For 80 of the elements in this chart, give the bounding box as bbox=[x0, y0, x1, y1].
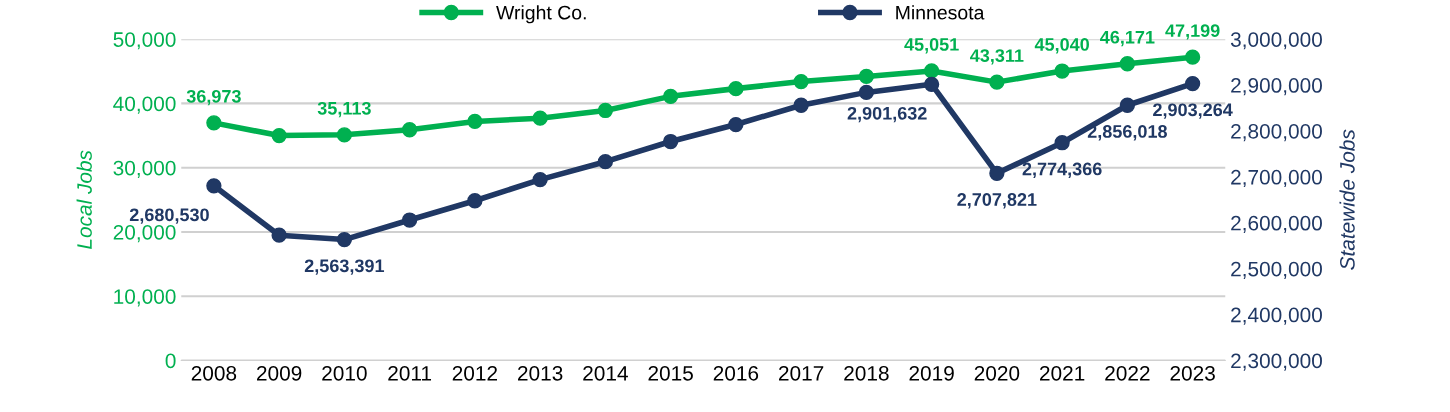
data-label: 2,680,530 bbox=[129, 208, 209, 224]
data-label: 35,113 bbox=[317, 101, 371, 118]
point bbox=[597, 102, 614, 119]
point bbox=[728, 116, 744, 133]
point bbox=[206, 115, 222, 131]
x-tick-label: 2022 bbox=[1105, 365, 1150, 381]
point bbox=[1184, 75, 1201, 92]
point bbox=[1184, 49, 1201, 65]
y2-axis-title: Statewide Jobs bbox=[1339, 129, 1355, 270]
data-label: 2,856,018 bbox=[1087, 125, 1167, 141]
x-tick-label: 2016 bbox=[713, 365, 759, 381]
point bbox=[271, 127, 287, 144]
x-tick-label: 2008 bbox=[191, 365, 237, 381]
x-tick-label: 2020 bbox=[974, 365, 1020, 381]
data-label: 36,973 bbox=[186, 89, 241, 106]
point bbox=[923, 63, 940, 79]
legend-label: Minnesota bbox=[896, 5, 985, 20]
y2-tick-label: 2,400,000 bbox=[1231, 307, 1322, 325]
data-label: 45,040 bbox=[1034, 38, 1089, 54]
data-label: 2,903,264 bbox=[1153, 103, 1233, 119]
y2-tick-label: 2,300,000 bbox=[1231, 353, 1322, 371]
y-tick-label: 10,000 bbox=[114, 289, 176, 307]
y2-tick-label: 2,600,000 bbox=[1231, 215, 1322, 233]
data-label: 2,707,821 bbox=[957, 193, 1037, 209]
point bbox=[597, 154, 614, 170]
x-tick-label: 2023 bbox=[1170, 365, 1215, 381]
x-tick-label: 2018 bbox=[844, 365, 889, 381]
point bbox=[1054, 63, 1070, 79]
legend-label: Wright Co. bbox=[496, 5, 586, 24]
y2-tick-label: 2,700,000 bbox=[1231, 169, 1322, 188]
y-tick-label: 50,000 bbox=[113, 32, 176, 50]
point bbox=[271, 227, 287, 243]
point bbox=[793, 97, 809, 113]
point bbox=[401, 212, 418, 228]
point bbox=[532, 171, 548, 188]
y-tick-label: 40,000 bbox=[113, 96, 176, 114]
x-tick-label: 2011 bbox=[388, 365, 432, 381]
point bbox=[793, 73, 809, 90]
point bbox=[336, 231, 353, 248]
point bbox=[467, 193, 483, 209]
x-tick-label: 2009 bbox=[257, 365, 302, 381]
point bbox=[336, 127, 353, 143]
y-tick-label: 30,000 bbox=[113, 160, 176, 178]
y2-tick-label: 2,900,000 bbox=[1231, 78, 1322, 96]
point bbox=[467, 113, 483, 130]
data-label: 2,901,632 bbox=[847, 106, 927, 123]
x-tick-label: 2012 bbox=[452, 365, 497, 381]
point bbox=[662, 133, 679, 150]
point bbox=[532, 110, 548, 126]
y-axis-title: Local Jobs bbox=[76, 150, 92, 249]
point bbox=[728, 80, 744, 97]
point bbox=[206, 178, 222, 194]
point bbox=[923, 76, 940, 92]
x-tick-label: 2013 bbox=[518, 365, 563, 381]
x-tick-label: 2014 bbox=[583, 365, 628, 381]
data-label: 2,774,366 bbox=[1022, 162, 1102, 178]
point bbox=[401, 122, 418, 138]
point bbox=[858, 84, 875, 101]
data-label: 2,563,391 bbox=[304, 259, 385, 275]
data-label: 43,311 bbox=[970, 49, 1024, 65]
y2-tick-label: 2,800,000 bbox=[1231, 123, 1322, 142]
data-label: 47,199 bbox=[1165, 24, 1220, 40]
data-label: 46,171 bbox=[1100, 30, 1155, 47]
x-tick-label: 2021 bbox=[1040, 365, 1085, 381]
point bbox=[662, 88, 679, 104]
data-label: 45,051 bbox=[904, 38, 959, 54]
x-tick-label: 2019 bbox=[909, 365, 954, 381]
y2-tick-label: 3,000,000 bbox=[1230, 32, 1322, 50]
point bbox=[1054, 135, 1070, 151]
x-tick-label: 2017 bbox=[779, 365, 824, 381]
point bbox=[1119, 56, 1136, 72]
y-tick-label: 0 bbox=[165, 353, 176, 369]
x-tick-label: 2015 bbox=[648, 365, 693, 381]
point bbox=[858, 68, 875, 85]
y-tick-label: 20,000 bbox=[113, 224, 176, 243]
point bbox=[989, 74, 1005, 90]
point bbox=[989, 165, 1005, 181]
point bbox=[1119, 97, 1136, 113]
y2-tick-label: 2,500,000 bbox=[1231, 261, 1322, 279]
x-tick-label: 2010 bbox=[322, 365, 367, 381]
